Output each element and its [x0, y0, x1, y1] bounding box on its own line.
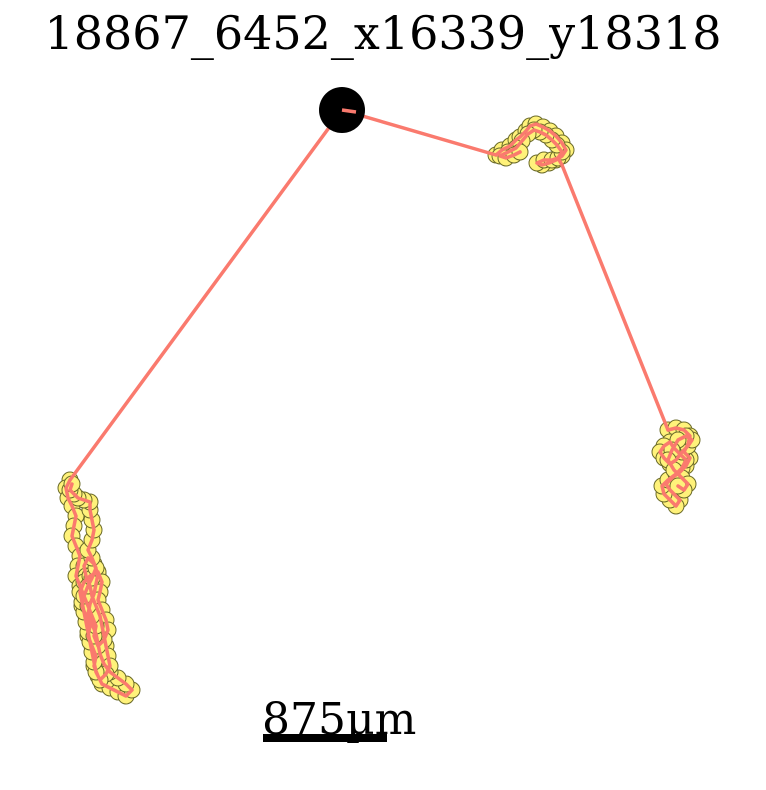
- track-link-4: [68, 108, 344, 482]
- top-right-cluster-path: [494, 122, 568, 167]
- track-markers: [57, 115, 701, 705]
- left-cluster-path: [64, 478, 134, 698]
- track-link-3: [560, 163, 670, 432]
- scale-bar: [263, 734, 387, 742]
- origin-link-stub: [341, 108, 357, 114]
- right-cluster-path: [658, 426, 694, 508]
- track-link-0: [340, 108, 498, 157]
- plot-title: 18867_6452_x16339_y18318: [44, 6, 722, 60]
- track-paths: [64, 108, 694, 698]
